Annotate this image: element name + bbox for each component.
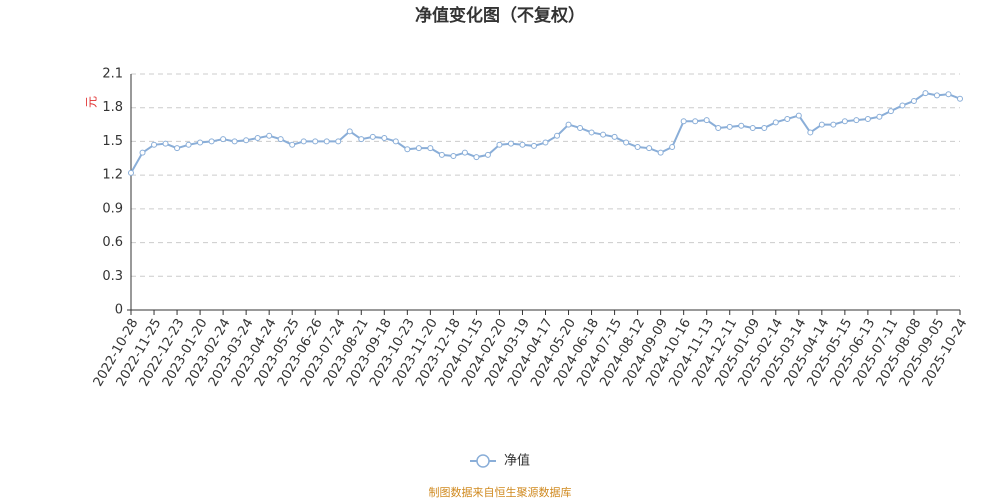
point [461, 149, 468, 156]
point [841, 118, 848, 125]
point [554, 132, 561, 139]
point [692, 118, 699, 125]
point [507, 140, 514, 147]
point [300, 138, 307, 145]
point [530, 142, 537, 149]
point [772, 119, 779, 126]
point [726, 123, 733, 130]
legend-label: 净值 [504, 453, 530, 469]
point [323, 138, 330, 145]
y-tick-label: 1.2 [102, 168, 123, 183]
point [289, 141, 296, 148]
point [496, 141, 503, 148]
point [715, 124, 722, 131]
point [128, 169, 134, 176]
point [450, 153, 457, 160]
point [577, 124, 584, 131]
point [266, 132, 273, 139]
point [657, 149, 664, 156]
point [346, 128, 353, 135]
point [174, 145, 181, 152]
point [807, 129, 814, 136]
legend-marker [476, 454, 490, 468]
point [542, 139, 549, 146]
point [473, 154, 480, 161]
point [818, 121, 825, 128]
point [519, 141, 526, 148]
point [588, 129, 595, 136]
footer: 制图数据来自恒生聚源数据库 [429, 485, 572, 499]
point [910, 97, 917, 104]
point [220, 136, 227, 143]
point [139, 149, 146, 156]
point [784, 115, 791, 122]
point [208, 138, 215, 145]
point [795, 112, 802, 119]
point [669, 144, 676, 151]
point [438, 151, 445, 158]
chart-title: 净值变化图（不复权） [415, 5, 585, 26]
y-axis-label: 元 [85, 96, 99, 108]
point [151, 141, 158, 148]
point [634, 144, 641, 151]
point [185, 141, 192, 148]
point [611, 133, 618, 140]
point [381, 135, 388, 142]
point [876, 113, 883, 120]
point [277, 136, 284, 143]
point [864, 115, 871, 122]
point [853, 117, 860, 124]
y-tick-label: 2.1 [102, 67, 123, 82]
point [162, 140, 169, 147]
y-tick-label: 0.3 [102, 269, 123, 284]
point [933, 92, 940, 99]
point [887, 108, 894, 115]
point [243, 137, 250, 144]
point [254, 135, 261, 142]
point [680, 118, 687, 125]
point [957, 95, 963, 102]
point [369, 133, 376, 140]
point [922, 90, 929, 97]
point [484, 151, 491, 158]
point [335, 138, 342, 145]
point [404, 146, 411, 153]
point [703, 117, 710, 124]
point [197, 139, 204, 146]
point [830, 121, 837, 128]
point [415, 145, 422, 152]
line [130, 92, 961, 174]
point [738, 122, 745, 129]
point [312, 138, 319, 145]
y-tick-label: 1.8 [102, 100, 123, 115]
point [358, 136, 365, 143]
point [231, 138, 238, 145]
point [427, 145, 434, 152]
point [392, 138, 399, 145]
point [623, 139, 630, 146]
point [899, 102, 906, 109]
y-tick-label: 0 [115, 303, 123, 318]
point [761, 124, 768, 131]
y-tick-label: 1.5 [102, 134, 123, 149]
point [600, 131, 607, 138]
y-tick-label: 0.9 [102, 201, 123, 216]
point [749, 124, 756, 131]
point [646, 145, 653, 152]
y-tick-label: 0.6 [102, 235, 123, 250]
point [945, 91, 952, 98]
point [565, 121, 572, 128]
